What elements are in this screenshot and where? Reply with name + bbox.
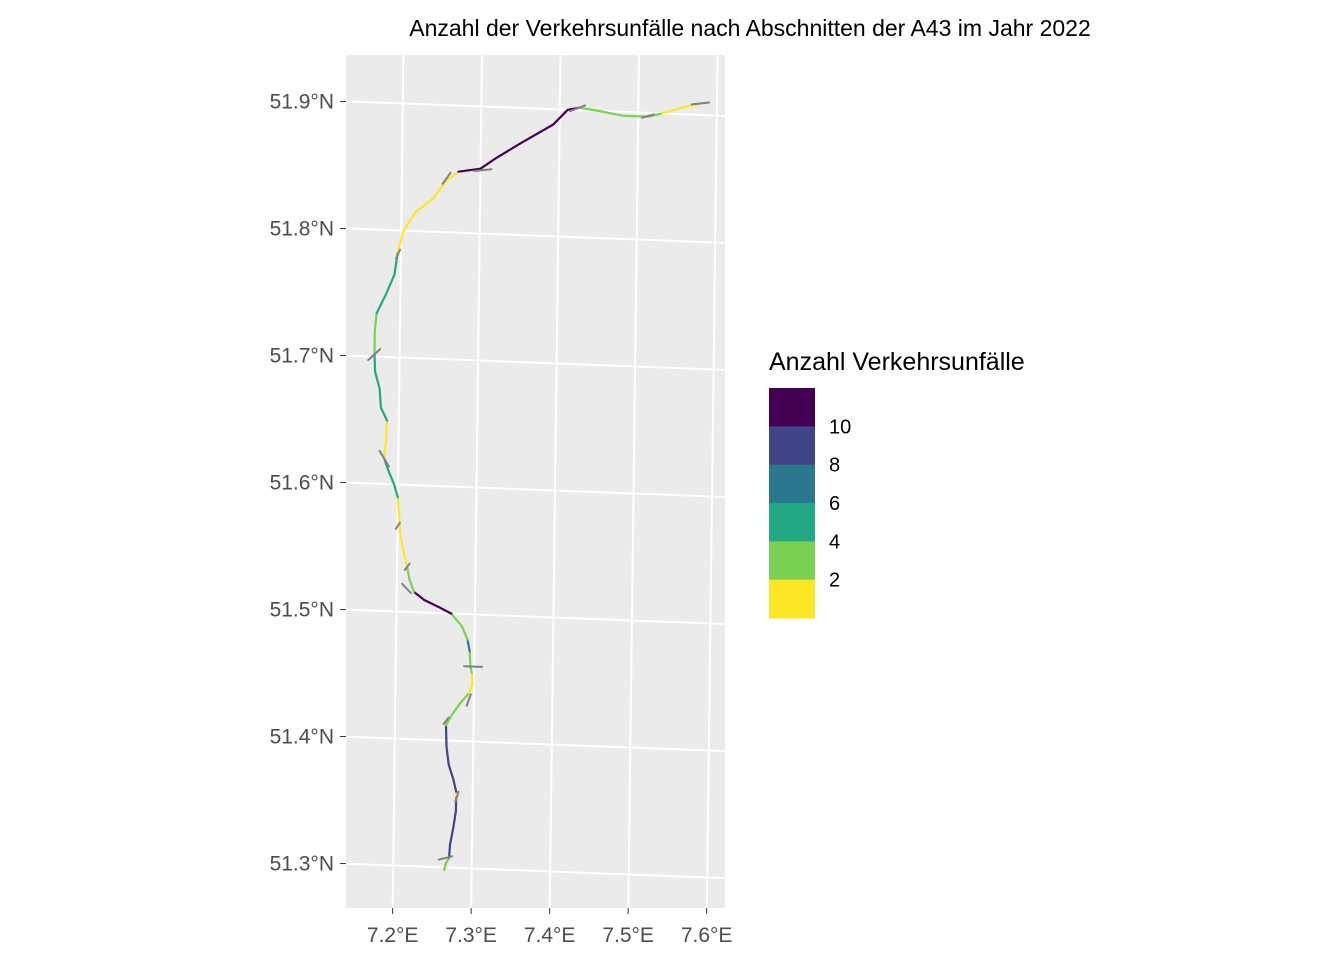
legend-color-swatch [769,541,815,581]
x-tick-label: 7.5°E [602,924,654,947]
grid-parallel [346,227,725,244]
y-tick-label: 51.8°N [270,218,334,241]
road-segment [373,352,389,422]
legend-label: 6 [829,493,840,515]
legend: Anzahl Verkehrsunfälle 10 8 6 4 2 [769,348,1025,619]
interchange [437,855,454,861]
x-tick-label: 7.4°E [524,924,576,947]
road-segment [375,250,399,315]
legend-color-swatch [769,503,815,542]
interchange [401,582,412,594]
grid-meridian [391,55,405,908]
legend-title: Anzahl Verkehrsunfälle [769,348,1025,376]
road-segment [373,312,378,356]
interchange [441,171,452,185]
interchange [442,716,450,725]
road-segment [383,419,389,460]
road-segment [457,106,581,173]
x-tick-label: 7.2°E [367,924,419,947]
interchange [465,693,472,707]
y-tick-label: 51.3°N [270,853,334,876]
legend-colorbar [769,388,815,619]
interchange [454,790,460,803]
interchange [367,348,382,362]
y-tick-label: 51.5°N [270,599,334,622]
legend-label: 2 [829,570,840,592]
grid-parallel [346,100,725,117]
road-segment [396,496,409,569]
x-tick-label: 7.3°E [445,924,497,947]
road-segment [406,566,415,593]
road-segment [444,692,471,727]
legend-label: 8 [829,455,840,477]
grid-parallel [346,608,725,626]
legend-label: 10 [829,416,851,438]
y-tick-label: 51.6°N [270,472,334,495]
interchange [403,562,411,571]
grid-parallel [346,862,725,880]
x-axis: 7.2°E 7.3°E 7.4°E 7.5°E 7.6°E [367,908,733,947]
interchange [394,521,401,530]
legend-color-swatch [769,426,815,466]
grid-meridian [470,55,483,908]
grid-parallel [346,735,725,753]
grid-meridian [548,55,562,908]
y-axis: 51.3°N 51.4°N 51.5°N 51.6°N 51.7°N 51.8°N 51.9… [270,91,346,876]
road-segment [450,612,469,641]
road-segment [412,590,453,615]
interchange [473,168,493,172]
legend-color-swatch [769,464,815,504]
interchange [569,104,586,113]
legend-labels: 10 8 6 4 2 [829,416,851,591]
road-segment [444,724,458,793]
interchange [395,248,402,260]
interchange [378,449,390,468]
road-segment [396,170,460,254]
interchange [463,665,484,668]
road-segment [466,638,471,653]
legend-label: 4 [829,531,840,553]
interchange [690,101,711,106]
road-segments [373,102,703,872]
grid-parallel [346,354,725,371]
interchange [641,113,655,119]
chart-title: Anzahl der Verkehrsunfälle nach Abschnit… [409,15,1091,41]
grid-parallel [346,481,725,498]
road-segment [443,856,451,872]
road-segment [468,671,474,695]
x-tick-label: 7.6°E [681,924,733,947]
map-panel [346,55,725,908]
road-segment [383,457,399,499]
y-tick-label: 51.4°N [270,726,334,749]
legend-color-swatch [769,579,815,619]
graticule [346,55,725,908]
grid-meridian [705,55,719,908]
road-segment [448,795,458,859]
legend-color-swatch [769,388,815,427]
grid-meridian [627,55,641,908]
interchanges [367,101,711,861]
y-tick-label: 51.7°N [270,345,334,368]
y-tick-label: 51.9°N [270,91,334,114]
road-segment [468,650,473,674]
